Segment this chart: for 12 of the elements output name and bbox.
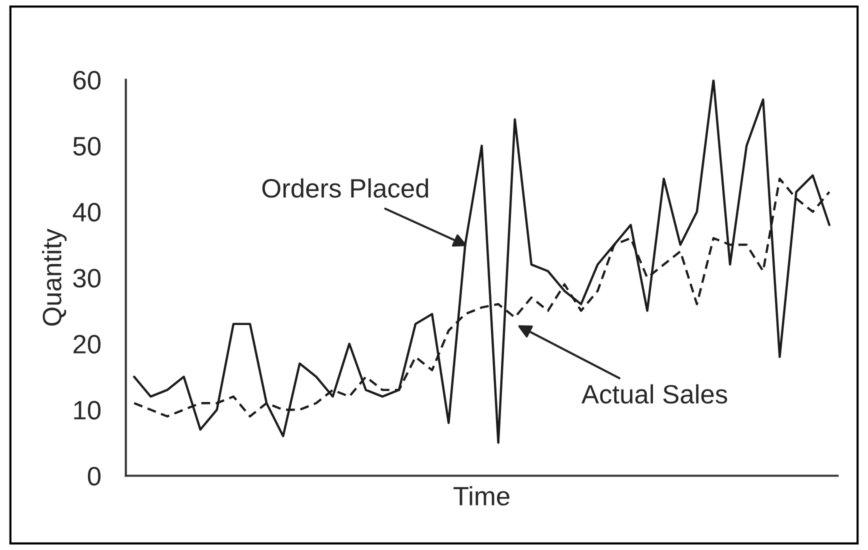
- annotation: Actual Sales: [581, 384, 728, 404]
- y-tick-label: 50: [73, 136, 101, 156]
- annotation: Orders Placed: [262, 178, 428, 198]
- y-tick-label: 60: [74, 70, 101, 90]
- y-tick-label: 30: [73, 268, 101, 288]
- x-axis-title: Time: [454, 486, 510, 506]
- line-series: [133, 80, 830, 444]
- y-tick-label: 0: [88, 466, 101, 486]
- y-axis-title: Quantity: [42, 228, 67, 326]
- y-tick-label: 10: [74, 400, 101, 420]
- y-tick-label: 40: [72, 202, 101, 222]
- y-tick-label: 20: [74, 334, 101, 354]
